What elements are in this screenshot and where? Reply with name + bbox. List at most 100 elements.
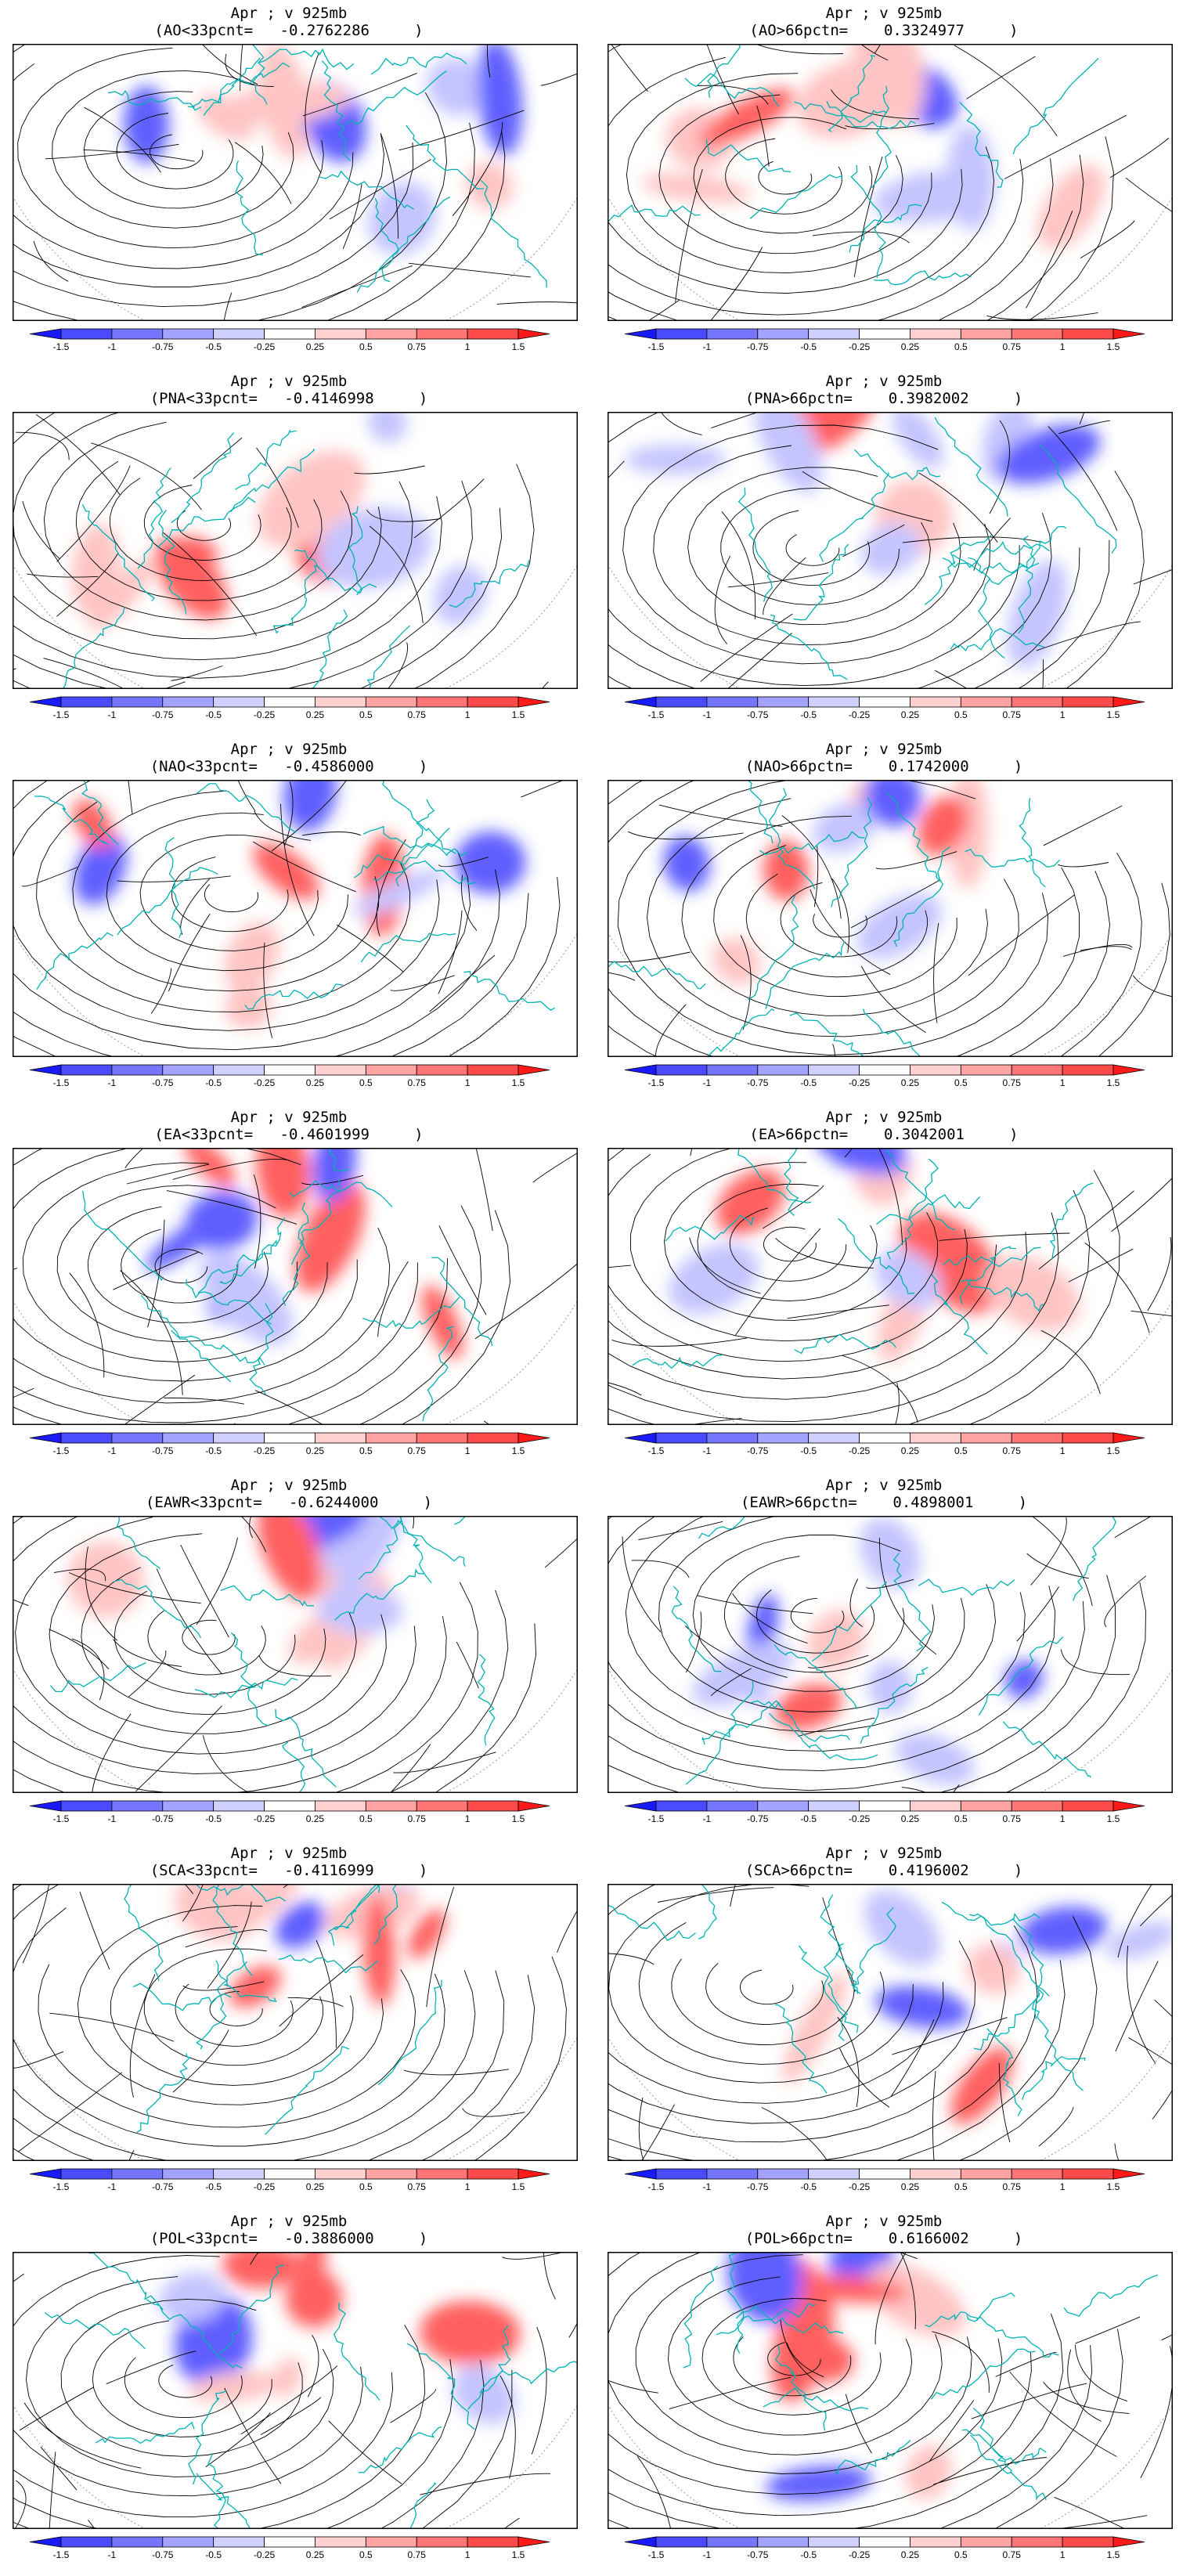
- colorbar-segment: [808, 1800, 860, 1812]
- map-frame: [608, 412, 1173, 689]
- colorbar-segment: [60, 1432, 113, 1444]
- panel-subtitle: (PNA<33pcnt= -0.4146998 ): [150, 390, 428, 407]
- colorbar-tick-label: -0.25: [254, 1077, 276, 1088]
- colorbar-tick-label: 0.5: [954, 709, 968, 720]
- colorbar-tick-label: -1.5: [53, 1077, 70, 1088]
- colorbar-segment: [910, 2168, 961, 2180]
- colorbar-tick-label: -1: [703, 1445, 712, 1456]
- colorbar-segment: [625, 328, 657, 340]
- colorbar-segment: [910, 1064, 961, 1076]
- colorbar-tick-label: -1: [108, 1077, 117, 1088]
- coastlines: [608, 44, 1099, 286]
- colorbar-tick-label: -0.75: [747, 1813, 769, 1824]
- anomaly-shading: [727, 2252, 966, 2502]
- polar-map: [13, 1884, 578, 2161]
- colorbar-segment: [264, 2168, 316, 2180]
- colorbar-segment: [517, 2168, 550, 2180]
- panel-subtitle: (EA<33pcnt= -0.4601999 ): [154, 1126, 424, 1143]
- panel-title: Apr ; v 925mb: [230, 373, 348, 390]
- colorbar-segment: [213, 1432, 265, 1444]
- colorbar-tick-label: -0.5: [205, 1077, 222, 1088]
- colorbar-segment: [625, 696, 657, 708]
- colorbar-segment: [910, 328, 961, 340]
- polar-map: [608, 780, 1173, 1057]
- panel-subtitle: (SCA<33pcnt= -0.4116999 ): [150, 1862, 428, 1879]
- colorbar-tick-label: 1.5: [512, 1077, 525, 1088]
- colorbar-tick-label: -0.75: [152, 1445, 174, 1456]
- map-frame: [608, 780, 1173, 1057]
- colorbar-segment: [213, 696, 265, 708]
- colorbar-segment: [1112, 1064, 1145, 1076]
- colorbar-segment: [213, 328, 265, 340]
- panel-title: Apr ; v 925mb: [825, 373, 943, 390]
- colorbar-segment: [706, 696, 759, 708]
- colorbar-segment: [625, 1064, 657, 1076]
- colorbar-segment: [60, 696, 113, 708]
- coastlines: [82, 1148, 493, 1422]
- colorbar-tick-label: -1: [108, 341, 117, 352]
- colorbar-segment: [655, 2168, 708, 2180]
- anomaly-shading: [663, 780, 989, 985]
- colorbar-tick-label: -1: [703, 341, 712, 352]
- colorbar-segment: [162, 1064, 215, 1076]
- colorbar-segment: [1062, 1800, 1114, 1812]
- colorbar-segment: [706, 2536, 759, 2548]
- colorbar-tick-label: -0.75: [747, 1445, 769, 1456]
- colorbar-segment: [111, 696, 164, 708]
- anomaly-shading: [67, 1516, 406, 1671]
- colorbar-segment: [213, 2536, 265, 2548]
- map-panel: Apr ; v 925mb (NAO>66pctn= 0.1742000 ) -1.…: [595, 736, 1173, 1102]
- colorbar-segment: [1112, 2536, 1145, 2548]
- colorbar-segment: [365, 328, 417, 340]
- colorbar-segment: [517, 1432, 550, 1444]
- colorbar-tick-label: -1: [703, 2181, 712, 2192]
- colorbar-segment: [517, 696, 550, 708]
- colorbar-tick-label: -0.25: [849, 2549, 871, 2560]
- colorbar-segment: [960, 1064, 1012, 1076]
- colorbar-segment: [960, 2168, 1012, 2180]
- colorbar-tick-label: -0.5: [205, 709, 222, 720]
- colorbar-segment: [365, 1432, 417, 1444]
- wind-streamlines: [608, 2252, 1173, 2529]
- colorbar: -1.5 -1 -0.75 -0.5 -0.25 0.25 0.5 0.75 1 1.5: [625, 328, 1145, 352]
- colorbar-segment: [30, 1432, 62, 1444]
- colorbar-segment: [859, 696, 911, 708]
- colorbar-tick-label: -0.75: [152, 2549, 174, 2560]
- colorbar-segment: [1112, 1432, 1145, 1444]
- colorbar-tick-label: 0.25: [306, 1813, 325, 1824]
- colorbar-segment: [859, 1432, 911, 1444]
- colorbar-segment: [111, 1432, 164, 1444]
- polar-map: [608, 44, 1173, 321]
- colorbar-segment: [655, 328, 708, 340]
- colorbar-tick-label: 0.5: [954, 2549, 968, 2560]
- colorbar-segment: [315, 2168, 366, 2180]
- coastlines: [108, 44, 547, 293]
- colorbar-tick-label: -0.25: [254, 2181, 276, 2192]
- colorbar-tick-label: 1: [465, 709, 471, 720]
- colorbar-segment: [757, 696, 810, 708]
- map-frame: [13, 1148, 578, 1425]
- colorbar-segment: [1062, 2536, 1114, 2548]
- colorbar-tick-label: -1.5: [53, 709, 70, 720]
- colorbar-tick-label: 1: [465, 1813, 471, 1824]
- colorbar-tick-label: 0.5: [954, 341, 968, 352]
- colorbar-segment: [162, 1800, 215, 1812]
- colorbar-tick-label: 0.75: [408, 2549, 427, 2560]
- colorbar-tick-label: 0.75: [1003, 2181, 1022, 2192]
- colorbar-segment: [859, 2168, 911, 2180]
- colorbar-segment: [416, 328, 468, 340]
- colorbar-segment: [625, 2168, 657, 2180]
- coastlines: [632, 1148, 1094, 1369]
- colorbar-tick-label: -0.25: [849, 709, 871, 720]
- colorbar-tick-label: 0.75: [1003, 709, 1022, 720]
- colorbar-tick-label: 1.5: [512, 709, 525, 720]
- colorbar-tick-label: 0.75: [408, 1813, 427, 1824]
- colorbar-tick-label: 0.5: [954, 1813, 968, 1824]
- colorbar: -1.5 -1 -0.75 -0.5 -0.25 0.25 0.5 0.75 1 1.5: [625, 1064, 1145, 1088]
- map-panel: Apr ; v 925mb (AO<33pcnt= -0.2762286 ) -1.…: [0, 0, 578, 366]
- colorbar-segment: [264, 1800, 316, 1812]
- colorbar-tick-label: 1: [1060, 1813, 1066, 1824]
- colorbar-tick-label: 0.25: [901, 1077, 920, 1088]
- colorbar-tick-label: -0.5: [205, 341, 222, 352]
- colorbar-tick-label: 0.5: [359, 709, 373, 720]
